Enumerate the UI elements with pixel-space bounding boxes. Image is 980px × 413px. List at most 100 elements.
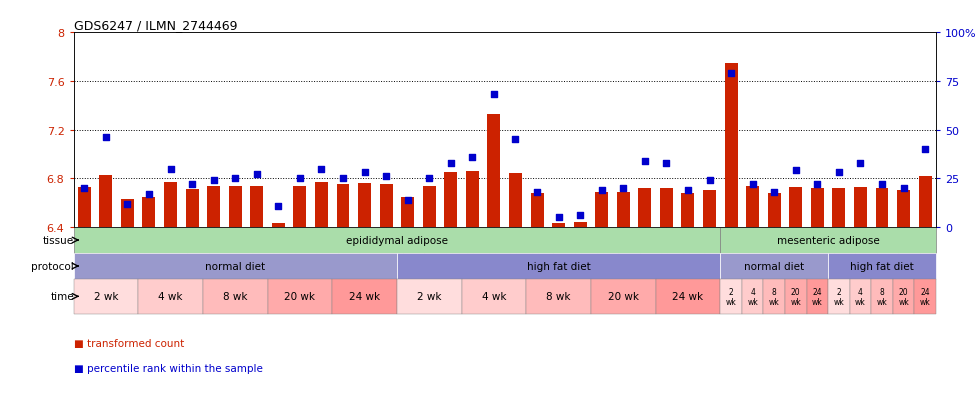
Text: 4 wk: 4 wk <box>158 292 182 301</box>
Point <box>831 170 847 176</box>
Point <box>184 181 200 188</box>
Text: 4
wk: 4 wk <box>748 287 758 306</box>
Bar <box>487 114 501 228</box>
Bar <box>595 192 609 228</box>
Point <box>163 166 178 173</box>
Bar <box>720 254 828 279</box>
Bar <box>250 186 264 228</box>
Bar <box>832 189 846 228</box>
Bar <box>875 189 889 228</box>
Point <box>335 176 351 182</box>
Bar <box>724 64 738 228</box>
Text: mesenteric adipose: mesenteric adipose <box>777 235 879 245</box>
Text: 2
wk: 2 wk <box>834 287 844 306</box>
Bar <box>616 192 630 228</box>
Text: tissue: tissue <box>43 235 74 245</box>
Text: 8
wk: 8 wk <box>769 287 779 306</box>
Text: ■ transformed count: ■ transformed count <box>74 339 183 349</box>
Bar <box>332 279 397 314</box>
Text: normal diet: normal diet <box>744 261 805 271</box>
Text: GDS6247 / ILMN_2744469: GDS6247 / ILMN_2744469 <box>74 19 237 32</box>
Point <box>572 213 588 219</box>
Point <box>551 214 566 221</box>
Text: high fat diet: high fat diet <box>850 261 914 271</box>
Text: 24 wk: 24 wk <box>672 292 704 301</box>
Bar <box>763 279 785 314</box>
Bar <box>379 185 393 228</box>
Point <box>788 168 804 174</box>
Point <box>443 160 459 166</box>
Bar <box>660 189 673 228</box>
Bar <box>810 189 824 228</box>
Point <box>529 189 545 196</box>
Bar <box>656 279 720 314</box>
Bar <box>828 254 936 279</box>
Text: 4
wk: 4 wk <box>856 287 865 306</box>
Bar <box>552 224 565 228</box>
Bar <box>785 279 807 314</box>
Bar <box>358 184 371 228</box>
Bar <box>401 197 415 228</box>
Bar <box>422 186 436 228</box>
Point <box>206 178 221 184</box>
Point <box>809 181 825 188</box>
Text: time: time <box>50 292 74 301</box>
Point <box>853 160 868 166</box>
Point <box>615 185 631 192</box>
Bar <box>742 279 763 314</box>
Text: 20 wk: 20 wk <box>284 292 316 301</box>
Bar <box>526 279 591 314</box>
Bar <box>638 189 652 228</box>
Bar <box>914 279 936 314</box>
Point <box>637 158 653 165</box>
Point <box>874 181 890 188</box>
Text: 20
wk: 20 wk <box>791 287 801 306</box>
Bar <box>807 279 828 314</box>
Bar <box>293 186 307 228</box>
Bar <box>164 183 177 228</box>
Text: 24 wk: 24 wk <box>349 292 380 301</box>
Text: 20
wk: 20 wk <box>899 287 908 306</box>
Point <box>98 135 114 141</box>
Text: 8
wk: 8 wk <box>877 287 887 306</box>
Text: ■ percentile rank within the sample: ■ percentile rank within the sample <box>74 363 263 373</box>
Point <box>120 201 135 207</box>
Point <box>745 181 760 188</box>
Bar <box>336 185 350 228</box>
Bar <box>720 228 936 254</box>
Bar <box>509 174 522 228</box>
Bar <box>74 254 397 279</box>
Point <box>227 176 243 182</box>
Bar <box>828 279 850 314</box>
Bar <box>850 279 871 314</box>
Bar <box>918 176 932 228</box>
Bar <box>397 279 462 314</box>
Text: 8 wk: 8 wk <box>547 292 570 301</box>
Text: 20 wk: 20 wk <box>608 292 639 301</box>
Bar <box>789 188 803 228</box>
Bar <box>315 183 328 228</box>
Bar <box>530 193 544 228</box>
Bar <box>185 190 199 228</box>
Bar <box>897 191 910 228</box>
Point <box>400 197 416 204</box>
Bar <box>854 188 867 228</box>
Point <box>486 92 502 99</box>
Bar <box>767 193 781 228</box>
Bar <box>228 186 242 228</box>
Text: high fat diet: high fat diet <box>526 261 591 271</box>
Bar <box>268 279 332 314</box>
Point <box>594 187 610 194</box>
Point <box>378 173 394 180</box>
Point <box>680 187 696 194</box>
Bar <box>871 279 893 314</box>
Text: 2 wk: 2 wk <box>416 292 441 301</box>
Text: protocol: protocol <box>31 261 74 271</box>
Bar <box>74 279 138 314</box>
Bar <box>720 279 742 314</box>
Point <box>766 189 782 196</box>
Bar <box>142 197 156 228</box>
Point <box>357 170 372 176</box>
Bar <box>681 193 695 228</box>
Text: 8 wk: 8 wk <box>222 292 247 301</box>
